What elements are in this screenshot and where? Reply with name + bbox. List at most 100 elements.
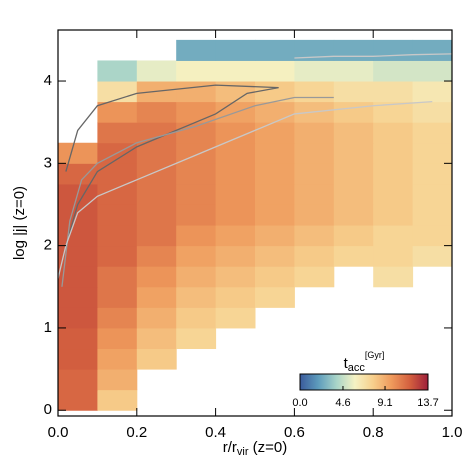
heat-cell [215,204,256,226]
heat-cell [58,389,98,411]
y-tick-label: 4 [44,72,52,89]
heat-cell [176,204,217,226]
contour [65,84,279,246]
x-tick-label: 0.8 [363,424,384,441]
heat-cell [333,183,374,205]
heat-cell [176,60,217,82]
heat-cell [215,81,256,103]
heat-cell [255,225,295,247]
heat-cell [176,81,217,103]
heat-cell [373,266,414,288]
heat-cell [373,81,414,103]
x-tick-label: 0.6 [284,424,305,441]
heat-cell [97,122,138,144]
heat-cell [58,266,98,288]
x-label-part: r/r [223,439,237,456]
heat-cell [412,81,452,103]
heat-cell [255,245,295,267]
x-tick-label: 0.0 [48,424,69,441]
heat-cell [58,369,98,391]
heat-cell [136,163,177,185]
heat-cell [373,204,414,226]
heat-cell [176,225,217,247]
heat-cell [333,225,374,247]
heat-cell [58,286,98,308]
heat-cell [215,245,256,267]
plot-frame [57,29,453,417]
y-tick-label: 3 [44,154,52,171]
heat-cell [58,327,98,350]
y-tick-label: 2 [44,237,52,254]
heat-cell [97,204,138,226]
heat-cell [97,286,138,308]
heat-cell [215,142,256,164]
cb-label-sub: acc [348,362,366,374]
heat-cell [136,101,177,123]
heat-cell [136,245,177,267]
heat-cell [412,163,452,185]
heat-cell [333,60,374,82]
heat-cell [255,266,295,288]
heat-cell [215,39,256,61]
heat-cell [136,60,177,82]
heat-cell [215,183,256,205]
heat-cell [176,39,217,61]
heat-cell [333,163,374,185]
overlay: 0.0 0.2 0.4 0.6 0.8 1.0 0 1 2 3 4 0.0 4.6 9.1 13.7 [44,29,463,441]
heat-cell [97,101,138,123]
heat-cell [294,266,335,288]
x-label-part: (z=0) [249,439,288,456]
cb-label-sup: [Gyr] [365,350,385,360]
heat-cell [333,245,374,267]
colorbar-tick-label: 13.7 [417,397,438,409]
heat-cell [97,245,138,267]
heat-cell [412,101,452,123]
heat-cell [136,307,177,329]
heat-cell [176,101,217,123]
heat-cell [412,225,452,247]
heat-cell [373,225,414,247]
heat-cell [255,204,295,226]
heat-cell [215,163,256,185]
heat-cell [97,266,138,288]
heat-cell [176,307,217,329]
heat-cell [136,225,177,247]
heat-cell [333,81,374,103]
heat-cell [215,122,256,144]
x-label-sub: vir [237,446,249,458]
heat-cell [136,348,177,370]
heat-cell [412,183,452,205]
colorbar-tick-label: 0.0 [292,397,307,409]
heat-cell [97,369,138,391]
x-tick-label: 1.0 [442,424,463,441]
contour [61,96,334,287]
heat-cell [136,122,177,144]
heat-cell [215,225,256,247]
heat-cell [294,39,335,61]
heat-cell [136,327,177,350]
heat-cell [333,122,374,144]
heat-cell [97,327,138,350]
heat-cell [373,142,414,164]
y-tick-label: 0 [44,401,52,418]
colorbar [299,373,429,391]
heat-cell [412,122,452,144]
heat-cell [255,122,295,144]
heat-cell [97,163,138,185]
heat-cell [97,60,138,82]
heat-cell [294,225,335,247]
heat-cell [294,81,335,103]
heat-cell [373,122,414,144]
heat-cell [97,307,138,329]
heat-cell [255,60,295,82]
heat-cell [373,163,414,185]
heat-cell [373,60,414,82]
heat-cell [176,245,217,267]
heat-cell [136,286,177,308]
heat-cell [294,122,335,144]
heat-cell [97,183,138,205]
heat-cell [373,39,414,61]
heat-cell [58,225,98,247]
heat-cell [58,204,98,226]
